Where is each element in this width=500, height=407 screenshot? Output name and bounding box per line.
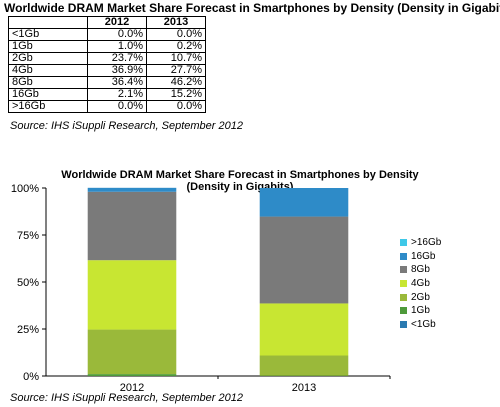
table-row: >16Gb 0.0% 0.0% xyxy=(8,100,206,113)
legend-item: <1Gb xyxy=(400,318,441,332)
legend-item: 2Gb xyxy=(400,290,441,304)
legend-swatch xyxy=(400,239,407,247)
x-tick-label: 2013 xyxy=(292,382,316,394)
chart-legend: >16Gb 16Gb 8Gb 4Gb 2Gb 1Gb <1Gb xyxy=(400,236,441,331)
y-tick-label: 0% xyxy=(23,371,39,383)
legend-swatch xyxy=(400,280,407,288)
table-row: 8Gb 36.4% 46.2% xyxy=(8,76,206,89)
legend-label: <1Gb xyxy=(411,318,436,330)
y-tick-label: 75% xyxy=(17,230,39,242)
bar-segment xyxy=(87,260,177,330)
table-cell-2013: 0.0% xyxy=(146,100,206,113)
bar-segment xyxy=(87,191,177,261)
legend-item: 1Gb xyxy=(400,304,441,318)
bar-segment xyxy=(87,374,177,376)
legend-label: 8Gb xyxy=(411,264,430,276)
y-tick-label: 25% xyxy=(17,324,39,336)
page-title: Worldwide DRAM Market Share Forecast in … xyxy=(4,1,500,15)
table-cell-density: >16Gb xyxy=(8,100,88,113)
table-source-note: Source: IHS iSuppli Research, September … xyxy=(10,120,243,132)
legend-item: 16Gb xyxy=(400,250,441,264)
bar-segment xyxy=(259,303,349,356)
table-row: <1Gb 0.0% 0.0% xyxy=(8,28,206,41)
legend-item: >16Gb xyxy=(400,236,441,250)
legend-swatch xyxy=(400,320,407,328)
bar-segment xyxy=(259,188,349,217)
y-tick-label: 100% xyxy=(11,183,39,195)
legend-swatch xyxy=(400,307,407,315)
legend-label: 2Gb xyxy=(411,291,430,303)
chart-source-note: Source: IHS iSuppli Research, September … xyxy=(10,392,243,404)
legend-label: >16Gb xyxy=(411,237,442,249)
bar-segment xyxy=(87,329,177,375)
table-row: 16Gb 2.1% 15.2% xyxy=(8,88,206,101)
x-tick-label: 2012 xyxy=(120,382,144,394)
legend-label: 1Gb xyxy=(411,305,430,317)
bar-segment xyxy=(259,216,349,304)
legend-swatch xyxy=(400,252,407,260)
legend-swatch xyxy=(400,266,407,274)
table-row: 4Gb 36.9% 27.7% xyxy=(8,64,206,77)
legend-label: 4Gb xyxy=(411,278,430,290)
legend-swatch xyxy=(400,293,407,301)
legend-item: 4Gb xyxy=(400,277,441,291)
legend-label: 16Gb xyxy=(411,250,436,262)
bar-segment xyxy=(259,355,349,376)
legend-item: 8Gb xyxy=(400,263,441,277)
y-tick-label: 50% xyxy=(17,277,39,289)
bar-segment xyxy=(87,187,177,192)
market-share-table: 2012 2013 <1Gb 0.0% 0.0% 1Gb 1.0% 0.2% 2… xyxy=(8,16,206,113)
